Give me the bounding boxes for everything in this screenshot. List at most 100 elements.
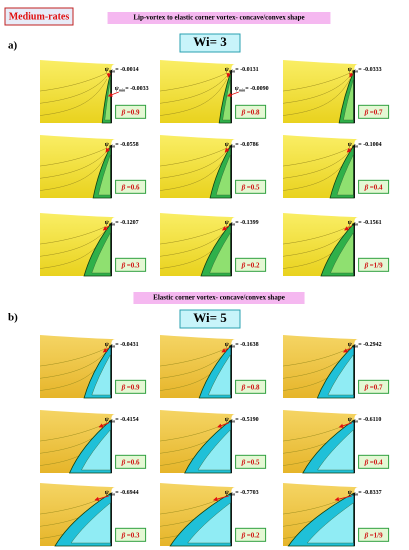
psi-value: -0.1561 (363, 220, 382, 226)
beta-eq: = (127, 531, 131, 539)
psi-eq: = (358, 67, 362, 73)
psi-label: ψmin= -0.0333 (348, 67, 382, 73)
contour (39, 228, 108, 257)
psi-value: -0.1399 (240, 220, 258, 226)
beta-label: β =0.6 (121, 458, 140, 466)
wall-top (160, 208, 268, 217)
beta-box (115, 257, 147, 272)
psi-arrow (226, 91, 239, 97)
psi-sub: min (109, 491, 116, 496)
vortex-core (208, 354, 231, 396)
psi-label: ψmin= -0.4154 (105, 417, 139, 423)
psi-eq: = (235, 417, 239, 423)
psi-arrow (102, 347, 110, 353)
beta-box (115, 454, 147, 469)
contour (282, 150, 351, 179)
psi-symbol: ψ (105, 490, 110, 496)
psi-arrow (94, 495, 109, 502)
psi-value: -0.6110 (363, 417, 381, 423)
beta-value: 1/9 (374, 531, 383, 539)
beta-box (235, 104, 267, 119)
wi-box (179, 309, 241, 329)
psi-eq: = (115, 220, 119, 226)
beta-symbol: β (364, 183, 369, 191)
psi-arrow (338, 422, 352, 428)
psi-value: -0.0558 (120, 142, 139, 148)
wi-label: Wi= 3 (193, 34, 227, 49)
section-title-box (107, 12, 331, 24)
psi-value: -0.5190 (240, 417, 258, 423)
psi-label: ψmin= -0.0014 (105, 67, 139, 73)
psi-eq: = (235, 342, 239, 348)
psi-eq: = (115, 490, 119, 496)
psi-label: ψmin= -0.1638 (225, 342, 259, 348)
vortex-core (104, 79, 111, 121)
beta-eq: = (370, 261, 374, 269)
beta-label: β =0.8 (241, 108, 260, 116)
contour (39, 153, 108, 191)
psi-eq: = (235, 67, 239, 73)
wall-top (283, 55, 391, 64)
beta-symbol: β (364, 383, 369, 391)
beta-value: 0.8 (251, 108, 260, 116)
psi-value: -0.0431 (120, 342, 139, 348)
beta-box (358, 454, 390, 469)
beta-eq: = (127, 261, 131, 269)
psi-sub: min (109, 143, 116, 148)
section-title: Lip-vortex to elastic corner vortex- con… (133, 14, 304, 22)
wall-top (283, 130, 391, 139)
beta-value: 0.9 (131, 383, 140, 391)
vortex-core (209, 232, 231, 274)
beta-symbol: β (241, 458, 246, 466)
beta-eq: = (370, 458, 374, 466)
wi-label: Wi= 5 (193, 310, 227, 325)
psi-symbol: ψ (115, 86, 120, 92)
psi-label: ψmin= -0.0786 (225, 142, 259, 148)
wall-top (40, 330, 148, 339)
psi-value: -0.0786 (240, 142, 258, 148)
beta-symbol: β (241, 183, 246, 191)
psi-sub: min (239, 87, 246, 92)
psi-value: -0.7703 (240, 490, 258, 496)
beta-symbol: β (121, 183, 126, 191)
psi-arrow (107, 91, 119, 97)
psi-arrow (102, 225, 110, 231)
beta-eq: = (247, 531, 251, 539)
psi-value: -0.0131 (240, 67, 258, 73)
contour (159, 72, 228, 92)
psi-eq: = (358, 490, 362, 496)
psi-symbol: ψ (105, 342, 110, 348)
contour (282, 75, 351, 104)
vortex-core (327, 354, 354, 396)
contour (39, 72, 108, 92)
psi-arrow (342, 347, 353, 353)
psi-eq: = (115, 142, 119, 148)
psi-arrow (224, 147, 230, 153)
beta-symbol: β (241, 383, 246, 391)
beta-box (358, 104, 390, 119)
psi-symbol: ψ (105, 417, 110, 423)
psi-symbol: ψ (348, 220, 353, 226)
vortex-core (91, 354, 111, 396)
psi-symbol: ψ (348, 67, 353, 73)
contour (39, 350, 108, 379)
beta-value: 0.6 (131, 183, 140, 191)
beta-box (115, 179, 147, 194)
header-box (4, 7, 74, 26)
wall-top (160, 330, 268, 339)
beta-eq: = (370, 531, 374, 539)
wall-top (160, 55, 268, 64)
beta-label: β =0.6 (121, 183, 140, 191)
beta-value: 0.5 (251, 183, 260, 191)
psi-symbol: ψ (225, 417, 230, 423)
psi-arrow (217, 422, 229, 428)
psi-symbol: ψ (225, 142, 230, 148)
